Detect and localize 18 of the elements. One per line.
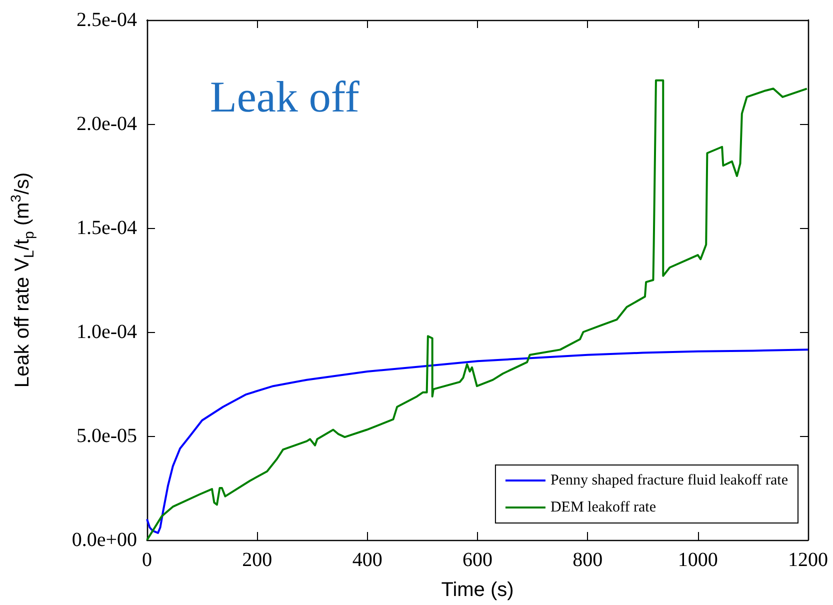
y-tick-label: 1.5e-04 (76, 217, 137, 239)
y-tick-label: 1.0e-04 (76, 321, 137, 343)
x-tick-label: 200 (242, 549, 272, 571)
y-tick-label: 2.0e-04 (76, 113, 137, 135)
y-tick-label: 5.0e-05 (76, 425, 137, 447)
y-tick-label: 2.5e-04 (76, 9, 137, 31)
legend-label: DEM leakoff rate (550, 500, 656, 516)
text: Leak off (210, 72, 360, 122)
x-tick-label: 400 (352, 549, 382, 571)
x-axis-title: Time (s) (441, 579, 514, 601)
x-tick-label: 1200 (788, 549, 828, 571)
x-tick-label: 800 (572, 549, 603, 571)
legend-label: Penny shaped fracture fluid leakoff rate (550, 472, 788, 488)
x-tick-label: 0 (142, 549, 152, 571)
x-tick-label: 600 (462, 549, 492, 571)
y-tick-label: 0.0e+00 (72, 529, 137, 551)
line-series (146, 348, 809, 534)
x-tick-label: 1000 (678, 549, 718, 571)
